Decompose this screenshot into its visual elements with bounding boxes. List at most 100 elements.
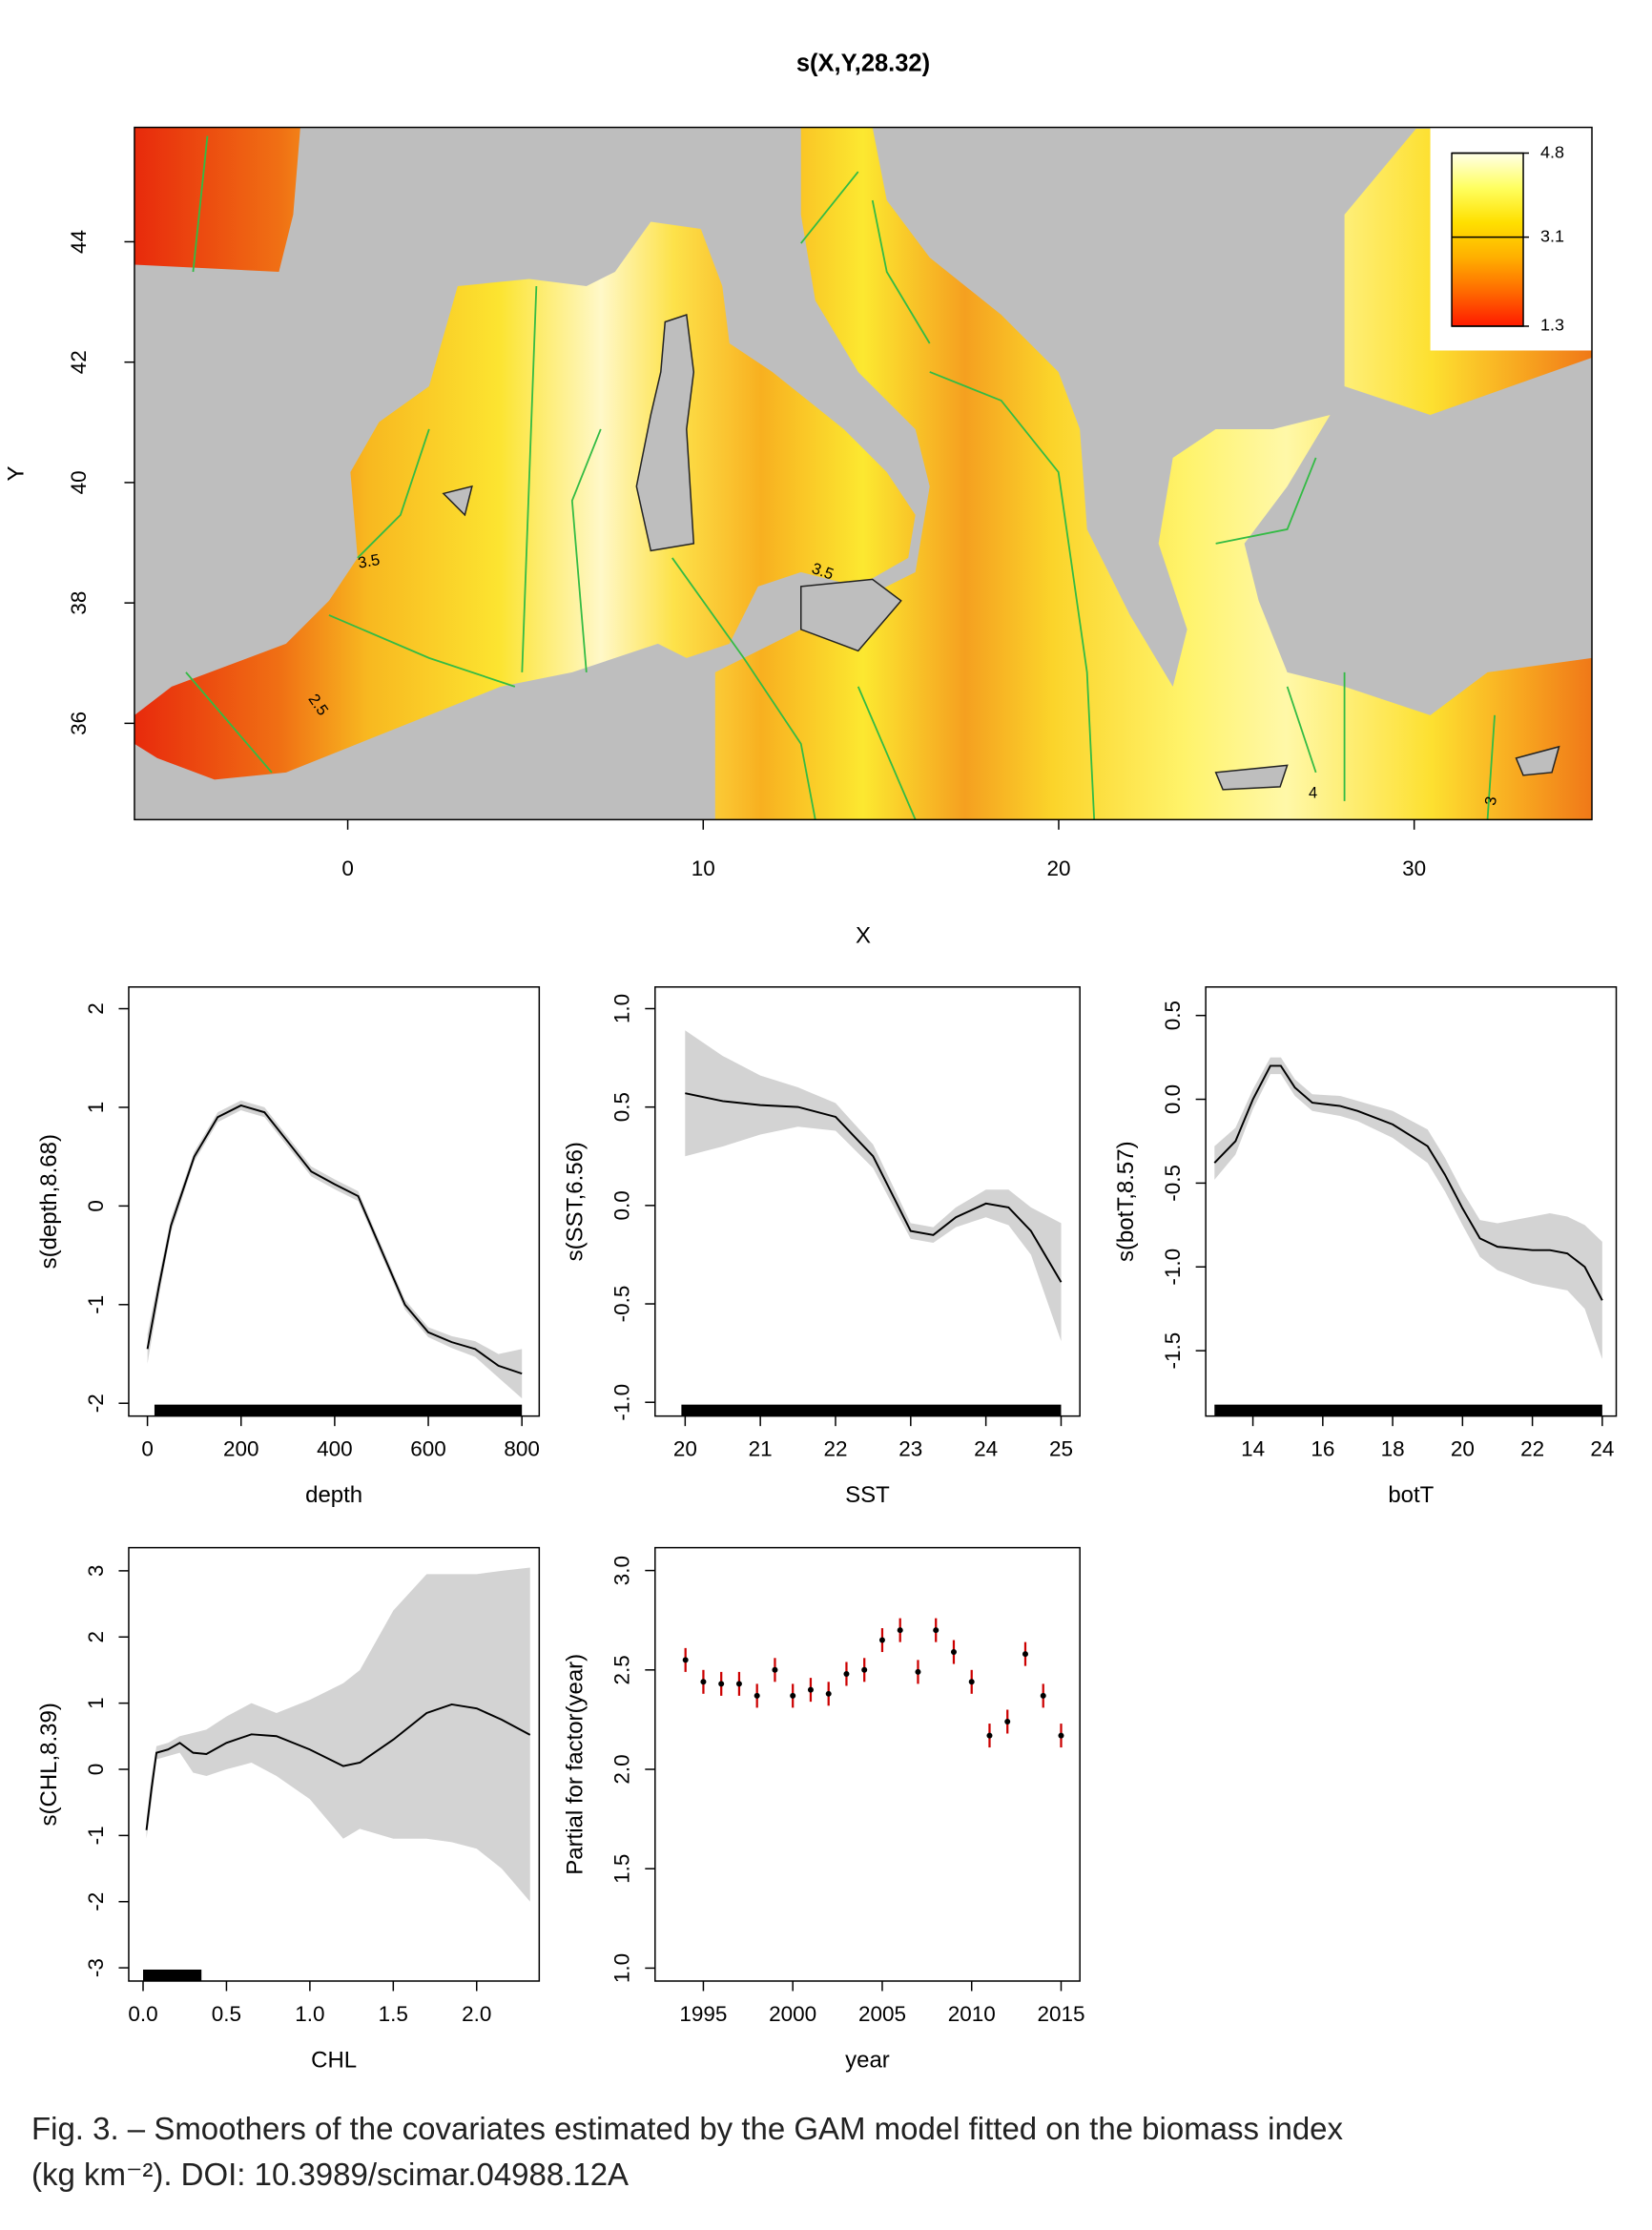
rug	[143, 1969, 202, 1981]
caption-line: (kg km⁻²). DOI: 10.3989/scimar.04988.12A	[31, 2157, 629, 2192]
plot-frame	[128, 986, 541, 1417]
y-tick-label: -0.5	[610, 1286, 634, 1323]
contour-lines	[185, 135, 1496, 820]
point	[968, 1679, 975, 1685]
x-tick-label: 2.0	[462, 2002, 491, 2026]
x-tick-label: 23	[898, 1437, 922, 1461]
x-tick-label: 22	[1520, 1437, 1544, 1461]
y-axis-label: Partial for factor(year)	[563, 1654, 589, 1875]
x-tick-label: 30	[1402, 857, 1426, 880]
y-tick-label: -2	[84, 1394, 108, 1413]
x-axis-label: depth	[305, 1482, 362, 1508]
y-tick-label: -1.0	[1161, 1249, 1185, 1286]
point	[790, 1692, 796, 1699]
colorbar-label: 1.3	[1540, 316, 1564, 335]
x-axis-label: year	[845, 2047, 890, 2073]
colorbar-label: 4.8	[1540, 142, 1564, 161]
rug	[1214, 1404, 1602, 1416]
plot-frame	[1205, 986, 1618, 1417]
x-axis-label: botT	[1388, 1482, 1434, 1508]
x-tick-label: 21	[749, 1437, 773, 1461]
x-tick-label: 14	[1241, 1437, 1265, 1461]
x-axis-label: CHL	[311, 2047, 357, 2073]
y-tick-label: -1.0	[610, 1384, 634, 1421]
point	[1022, 1651, 1028, 1658]
x-tick-label: 22	[823, 1437, 847, 1461]
colorbar	[1451, 152, 1524, 327]
x-tick-label: 0.5	[212, 2002, 241, 2026]
y-tick-label: 40	[67, 470, 91, 494]
y-tick-label: 1	[84, 1697, 108, 1709]
x-tick-label: 2015	[1037, 2002, 1084, 2026]
x-tick-label: 2000	[769, 2002, 816, 2026]
x-tick-label: 2005	[858, 2002, 906, 2026]
y-tick-label: 0	[84, 1200, 108, 1212]
y-tick-label: 38	[67, 591, 91, 615]
point	[915, 1668, 921, 1675]
x-tick-label: 1995	[679, 2002, 727, 2026]
y-axis-label: s(depth,8.68)	[36, 1134, 62, 1269]
y-tick-label: -1	[84, 1826, 108, 1845]
x-tick-label: 0	[341, 857, 354, 880]
point	[772, 1666, 778, 1673]
western-med	[134, 221, 916, 780]
x-tick-label: 0	[141, 1437, 154, 1461]
x-tick-label: 24	[974, 1437, 998, 1461]
confidence-band	[146, 1567, 530, 1902]
y-tick-label: 0.5	[610, 1092, 634, 1122]
x-tick-label: 800	[504, 1437, 540, 1461]
islands	[442, 313, 1560, 791]
y-tick-label: -0.5	[1161, 1165, 1185, 1202]
point	[718, 1681, 725, 1687]
y-tick-label: 1.0	[610, 1953, 634, 1983]
smooth-line	[1213, 1064, 1603, 1301]
smooth-line	[685, 1092, 1063, 1283]
y-tick-label: 2.0	[610, 1754, 634, 1784]
plot-frame	[128, 1546, 541, 1982]
y-tick-label: 3	[84, 1565, 108, 1578]
chart-title: s(X,Y,28.32)	[796, 50, 930, 76]
y-tick-label: -2	[84, 1892, 108, 1911]
map-layer	[134, 127, 1593, 820]
x-tick-label: 400	[317, 1437, 353, 1461]
plot-frame	[654, 1546, 1081, 1982]
y-axis-label: Y	[3, 465, 29, 481]
contour-label: 3	[1482, 795, 1500, 807]
x-axis-label: X	[856, 923, 871, 949]
atlantic	[134, 127, 300, 273]
point	[933, 1627, 940, 1634]
point	[1058, 1732, 1064, 1739]
confidence-band	[685, 1030, 1062, 1342]
point	[897, 1627, 903, 1634]
point	[1004, 1718, 1011, 1724]
y-tick-label: -3	[84, 1958, 108, 1977]
x-tick-label: 20	[673, 1437, 697, 1461]
y-axis-label: s(SST,6.56)	[563, 1142, 589, 1261]
rug	[681, 1404, 1062, 1416]
point	[843, 1670, 850, 1677]
colorbar-label: 3.1	[1540, 226, 1564, 245]
point	[878, 1637, 885, 1643]
y-tick-label: 1.0	[610, 994, 634, 1023]
y-tick-label: 0.0	[610, 1190, 634, 1220]
point	[754, 1692, 760, 1699]
smooth-line	[145, 1703, 531, 1830]
contour-label: 3.5	[357, 551, 382, 572]
eastern-med	[714, 127, 1593, 820]
point	[700, 1679, 707, 1685]
x-tick-label: 18	[1381, 1437, 1405, 1461]
contour-label: 4	[1309, 785, 1317, 802]
point	[807, 1686, 814, 1693]
y-axis-label: s(CHL,8.39)	[36, 1703, 62, 1826]
y-tick-label: 42	[67, 350, 91, 374]
x-tick-label: 20	[1046, 857, 1070, 880]
plot-frame	[654, 986, 1081, 1417]
y-tick-label: 2	[84, 1631, 108, 1643]
plot-frame	[134, 126, 1593, 821]
x-tick-label: 600	[410, 1437, 446, 1461]
y-tick-label: 1	[84, 1102, 108, 1114]
confidence-band	[1214, 1057, 1602, 1359]
caption-line: Fig. 3. – Smoothers of the covariates es…	[31, 2111, 1344, 2146]
point	[986, 1732, 993, 1739]
